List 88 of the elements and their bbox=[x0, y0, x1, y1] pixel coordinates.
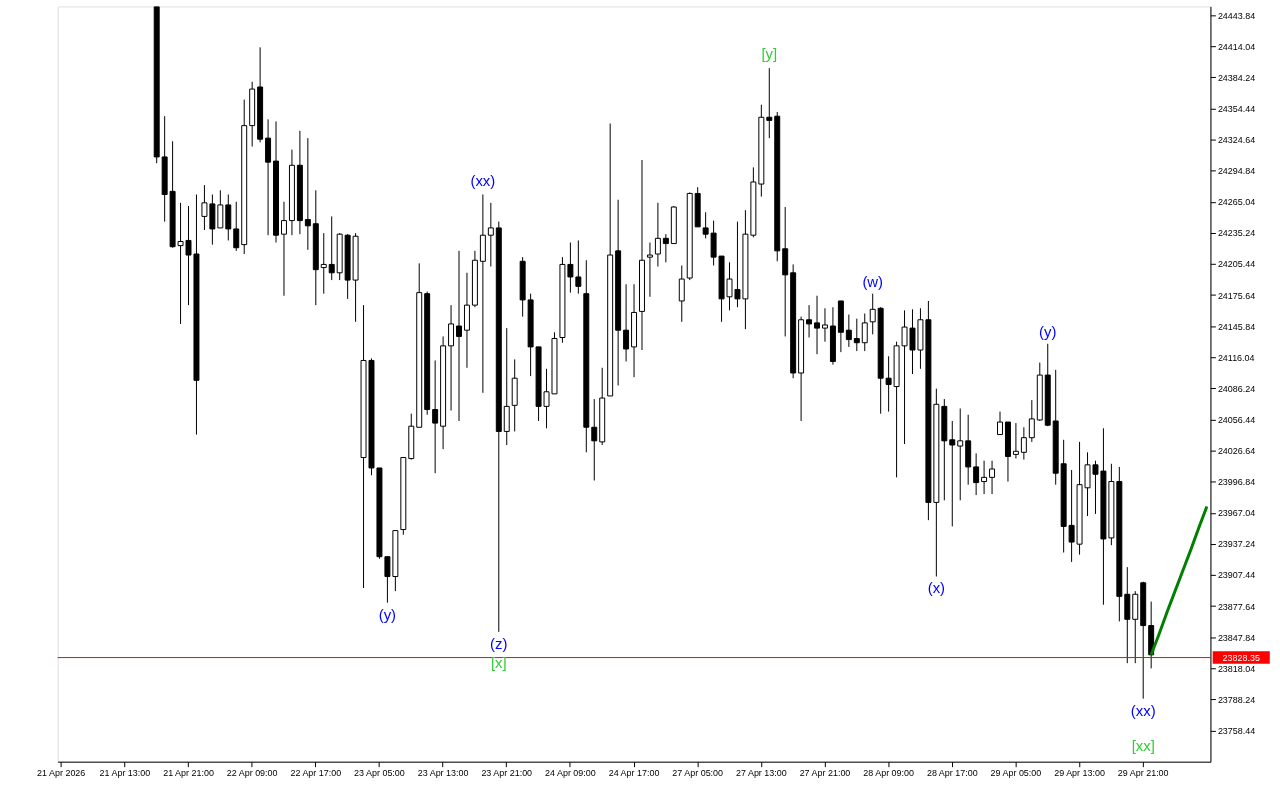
candlestick bbox=[973, 452, 980, 496]
candlestick bbox=[869, 293, 876, 335]
candlestick bbox=[949, 420, 956, 527]
candlestick bbox=[1012, 422, 1019, 460]
x-tick-label: 24 Apr 09:00 bbox=[545, 768, 596, 779]
annotation: (xx) bbox=[470, 172, 496, 189]
line-series bbox=[1149, 505, 1209, 657]
annotation: [y] bbox=[761, 46, 778, 63]
y-tick-label: 24026.64 bbox=[1217, 446, 1256, 457]
y-tick-label: 24384.24 bbox=[1217, 72, 1256, 83]
candlestick bbox=[304, 137, 311, 251]
x-tick-label: 27 Apr 05:00 bbox=[672, 768, 724, 779]
y-tick-label: 24205.44 bbox=[1217, 259, 1256, 270]
candlestick bbox=[853, 318, 860, 352]
candlestick bbox=[997, 411, 1003, 436]
x-tick-label: 21 Apr 13:00 bbox=[99, 768, 151, 779]
annotation: [x] bbox=[490, 654, 507, 671]
candlestick bbox=[623, 283, 630, 362]
y-tick-label: 24443.84 bbox=[1217, 10, 1256, 21]
candlestick bbox=[281, 201, 287, 297]
y-tick-label: 23937.24 bbox=[1217, 539, 1256, 550]
candlestick bbox=[328, 215, 335, 281]
candlestick bbox=[456, 250, 462, 422]
y-tick-label: 23907.44 bbox=[1217, 570, 1256, 581]
y-tick-label: 23818.04 bbox=[1217, 663, 1256, 674]
y-tick-label: 24235.24 bbox=[1217, 228, 1256, 239]
y-tick-label: 23788.24 bbox=[1217, 694, 1256, 705]
y-tick-label: 24354.44 bbox=[1217, 103, 1256, 114]
annotation: (w) bbox=[862, 273, 884, 290]
candlestick bbox=[432, 359, 439, 474]
y-tick-label: 24175.64 bbox=[1217, 290, 1256, 301]
candlestick bbox=[821, 307, 828, 343]
y-tick-label: 24056.44 bbox=[1217, 414, 1256, 425]
candlestick bbox=[646, 242, 653, 298]
candlestick bbox=[1020, 426, 1027, 461]
candlestick bbox=[448, 304, 455, 412]
candlestick bbox=[766, 67, 773, 139]
candlestick bbox=[320, 232, 327, 295]
candlestick bbox=[806, 304, 813, 338]
annotation: [xx] bbox=[1131, 738, 1155, 755]
candlestick bbox=[861, 312, 868, 352]
y-tick-label: 24086.24 bbox=[1217, 383, 1256, 394]
y-tick-label: 24294.84 bbox=[1217, 166, 1256, 177]
x-tick-label: 29 Apr 05:00 bbox=[990, 768, 1042, 779]
x-tick-label: 29 Apr 21:00 bbox=[1117, 768, 1169, 779]
candlestick bbox=[845, 314, 852, 348]
ref-line-label: 23828.35 bbox=[1222, 652, 1260, 663]
x-tick-label: 22 Apr 09:00 bbox=[226, 768, 278, 779]
x-tick-label: 28 Apr 17:00 bbox=[926, 768, 978, 779]
y-tick-label: 24145.84 bbox=[1217, 321, 1256, 332]
y-tick-label: 23877.64 bbox=[1217, 601, 1256, 612]
x-tick-label: 27 Apr 13:00 bbox=[735, 768, 787, 779]
annotation: (x) bbox=[927, 580, 946, 597]
annotation: (xx) bbox=[1130, 702, 1156, 719]
x-tick-label: 27 Apr 21:00 bbox=[799, 768, 851, 779]
x-tick-label: 24 Apr 17:00 bbox=[608, 768, 660, 779]
candlestick bbox=[981, 460, 988, 495]
y-tick-label: 23967.04 bbox=[1217, 508, 1256, 519]
x-tick-label: 23 Apr 05:00 bbox=[354, 768, 405, 779]
candlestick bbox=[225, 194, 232, 241]
y-tick-label: 23758.44 bbox=[1217, 726, 1256, 737]
candlestick bbox=[989, 460, 996, 495]
candlestick bbox=[814, 295, 821, 355]
candlestick bbox=[662, 233, 669, 263]
y-tick-label: 23847.84 bbox=[1217, 632, 1256, 643]
candlestick bbox=[678, 264, 685, 323]
x-tick-label: 28 Apr 09:00 bbox=[863, 768, 914, 779]
y-tick-label: 24324.64 bbox=[1217, 135, 1256, 146]
y-tick-label: 24116.04 bbox=[1217, 352, 1255, 363]
x-tick-label: 29 Apr 13:00 bbox=[1054, 768, 1105, 779]
y-tick-label: 24414.04 bbox=[1217, 41, 1256, 52]
candlestick bbox=[233, 201, 240, 252]
candlestick bbox=[265, 118, 272, 236]
x-tick-label: 21 Apr 21:00 bbox=[163, 768, 214, 779]
y-tick-label: 24265.04 bbox=[1217, 197, 1256, 208]
x-tick-label: 23 Apr 21:00 bbox=[481, 768, 533, 779]
annotation: (y) bbox=[378, 606, 397, 623]
candlestick bbox=[654, 202, 661, 268]
y-tick-label: 23996.84 bbox=[1217, 477, 1256, 488]
x-tick-label: 23 Apr 13:00 bbox=[417, 768, 469, 779]
annotation: (z) bbox=[490, 635, 508, 652]
x-tick-label: 22 Apr 17:00 bbox=[290, 768, 342, 779]
annotation: (y) bbox=[1039, 323, 1057, 340]
candlestick bbox=[591, 398, 598, 481]
candlestick bbox=[1028, 399, 1035, 443]
x-tick-label: 21 Apr 2026 bbox=[37, 768, 86, 779]
candlestick bbox=[487, 202, 494, 268]
candlestick bbox=[957, 407, 964, 501]
